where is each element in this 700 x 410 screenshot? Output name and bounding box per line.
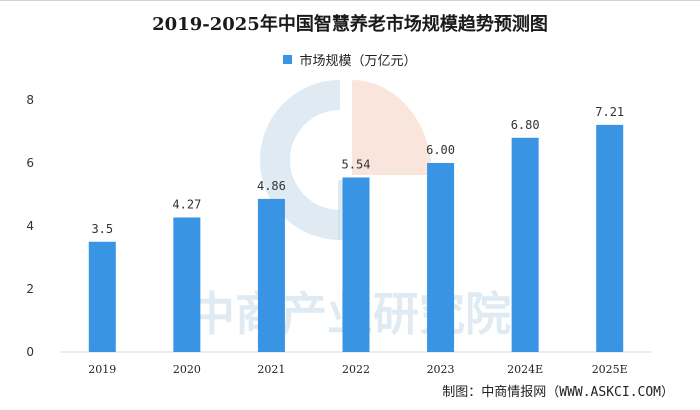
x-axis: 2019 2020 2021 2022 2023 2024E 2025E	[88, 363, 627, 376]
y-tick-label: 6	[26, 156, 34, 170]
x-tick-label: 2020	[173, 363, 201, 376]
data-label: 4.27	[172, 197, 201, 211]
source-credit: 制图：中商情报网（WWW.ASKCI.COM）	[442, 385, 674, 400]
y-tick-label: 2	[26, 282, 34, 296]
bar-2024E	[511, 137, 539, 352]
y-tick-label: 8	[26, 93, 34, 107]
bar-2022	[342, 177, 370, 352]
bar-2023	[427, 163, 455, 352]
watermark-quadrant	[352, 80, 432, 175]
bar-2021	[257, 198, 285, 352]
legend-swatch	[283, 55, 293, 64]
data-label: 5.54	[342, 157, 371, 171]
chart-title: 2019-2025年中国智慧养老市场规模趋势预测图	[152, 14, 548, 35]
legend: 市场规模（万亿元）	[0, 50, 700, 69]
x-tick-label: 2022	[342, 363, 370, 376]
data-label: 6.80	[511, 118, 540, 132]
bar-2019	[88, 241, 116, 352]
data-label: 3.5	[91, 222, 113, 236]
y-axis: 0 2 4 6 8	[26, 93, 34, 359]
data-label: 7.21	[595, 105, 624, 119]
data-labels-group: 3.5 4.27 4.86 5.54 6.00 6.80 7.21	[91, 105, 624, 236]
bars-group	[88, 124, 624, 352]
x-tick-label: 2024E	[507, 363, 543, 376]
data-label: 4.86	[257, 179, 286, 193]
data-label: 6.00	[426, 143, 455, 157]
y-tick-label: 4	[26, 219, 34, 233]
x-tick-label: 2019	[88, 363, 116, 376]
bar-2025E	[596, 124, 624, 352]
x-tick-label: 2025E	[592, 363, 628, 376]
legend-label: 市场规模（万亿元）	[299, 54, 417, 69]
bar-2020	[173, 217, 201, 352]
x-tick-label: 2021	[257, 363, 285, 376]
y-tick-label: 0	[26, 345, 34, 359]
x-tick-label: 2023	[427, 363, 455, 376]
